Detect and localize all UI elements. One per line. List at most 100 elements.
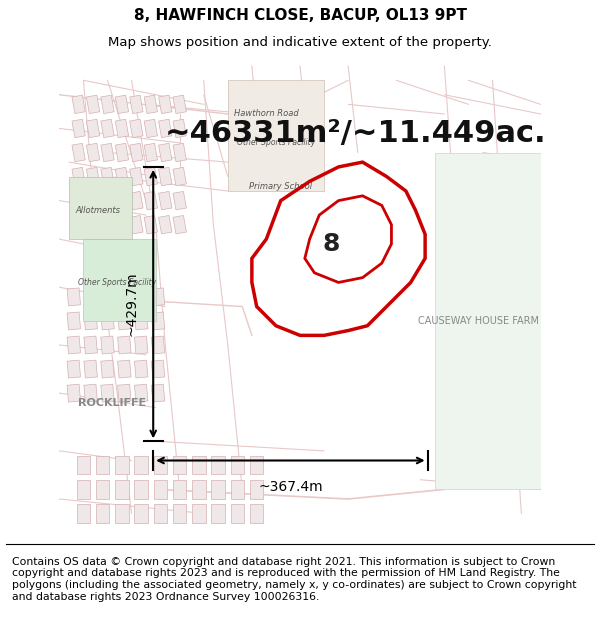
Bar xyxy=(101,95,114,114)
Bar xyxy=(67,336,80,354)
Text: Allotments: Allotments xyxy=(76,206,121,215)
Bar xyxy=(72,191,85,210)
Bar xyxy=(130,143,143,162)
Bar xyxy=(151,360,165,378)
Bar xyxy=(173,95,187,114)
Bar xyxy=(101,384,114,402)
Bar xyxy=(96,504,109,522)
Bar xyxy=(158,191,172,210)
Bar xyxy=(96,480,109,499)
Bar xyxy=(67,384,80,402)
Bar xyxy=(101,288,114,306)
Bar xyxy=(86,143,100,162)
Bar xyxy=(144,143,157,162)
Bar xyxy=(77,456,90,474)
Bar xyxy=(77,504,90,522)
Bar xyxy=(173,168,187,186)
Bar xyxy=(118,288,131,306)
Bar xyxy=(144,191,157,210)
Bar xyxy=(84,312,97,330)
Bar xyxy=(134,360,148,378)
Bar xyxy=(250,480,263,499)
Bar xyxy=(173,480,187,499)
Bar xyxy=(67,312,80,330)
Bar xyxy=(115,168,128,186)
Bar xyxy=(173,191,187,210)
Bar xyxy=(134,384,148,402)
Bar xyxy=(158,168,172,186)
Bar xyxy=(130,168,143,186)
Bar xyxy=(84,336,97,354)
Bar xyxy=(101,168,114,186)
Polygon shape xyxy=(228,80,324,191)
Text: ROCKLIFFE: ROCKLIFFE xyxy=(78,398,146,408)
Bar xyxy=(154,456,167,474)
Bar xyxy=(151,312,165,330)
Bar xyxy=(118,312,131,330)
Bar xyxy=(115,191,128,210)
Bar xyxy=(134,336,148,354)
Bar xyxy=(154,504,167,522)
Bar xyxy=(101,336,114,354)
Bar xyxy=(173,456,187,474)
Bar xyxy=(144,119,157,138)
Polygon shape xyxy=(435,152,541,489)
Bar xyxy=(72,95,85,114)
Bar xyxy=(101,143,114,162)
Bar xyxy=(134,312,148,330)
Text: CAUSEWAY HOUSE FARM: CAUSEWAY HOUSE FARM xyxy=(418,316,539,326)
Bar xyxy=(250,504,263,522)
Bar xyxy=(134,480,148,499)
Text: ~429.7m: ~429.7m xyxy=(125,272,139,336)
Bar xyxy=(192,456,206,474)
Text: 8, HAWFINCH CLOSE, BACUP, OL13 9PT: 8, HAWFINCH CLOSE, BACUP, OL13 9PT xyxy=(133,8,467,23)
Text: ~46331m²/~11.449ac.: ~46331m²/~11.449ac. xyxy=(165,119,547,148)
Bar xyxy=(158,95,172,114)
Text: ~367.4m: ~367.4m xyxy=(258,480,323,494)
Bar xyxy=(101,119,114,138)
Text: Other Sports Facility: Other Sports Facility xyxy=(78,278,156,287)
Bar xyxy=(134,288,148,306)
Bar xyxy=(101,360,114,378)
Bar xyxy=(115,456,128,474)
Bar xyxy=(130,191,143,210)
Bar xyxy=(86,168,100,186)
Bar xyxy=(101,191,114,210)
Bar xyxy=(77,480,90,499)
Text: Contains OS data © Crown copyright and database right 2021. This information is : Contains OS data © Crown copyright and d… xyxy=(12,557,577,601)
Bar xyxy=(115,480,128,499)
Bar xyxy=(130,216,143,234)
Text: 8: 8 xyxy=(323,232,340,256)
Bar xyxy=(118,360,131,378)
Bar xyxy=(211,480,225,499)
Bar xyxy=(86,119,100,138)
Bar xyxy=(84,360,97,378)
Bar xyxy=(118,336,131,354)
Bar xyxy=(72,216,85,234)
Bar xyxy=(230,456,244,474)
Bar xyxy=(192,504,206,522)
Bar xyxy=(118,384,131,402)
Bar xyxy=(250,456,263,474)
Bar xyxy=(72,119,85,138)
Bar xyxy=(144,168,157,186)
Bar xyxy=(173,216,187,234)
Bar xyxy=(230,480,244,499)
Bar xyxy=(192,480,206,499)
Bar xyxy=(151,336,165,354)
Text: Other Sports Facility: Other Sports Facility xyxy=(237,138,315,148)
Bar xyxy=(86,191,100,210)
Bar xyxy=(173,143,187,162)
Bar xyxy=(115,119,128,138)
Bar xyxy=(72,143,85,162)
Polygon shape xyxy=(83,239,155,321)
Bar xyxy=(130,119,143,138)
Bar xyxy=(158,216,172,234)
Bar xyxy=(173,119,187,138)
Text: Primary School: Primary School xyxy=(249,182,313,191)
Bar xyxy=(151,288,165,306)
Bar xyxy=(86,95,100,114)
Bar xyxy=(84,288,97,306)
Bar xyxy=(101,216,114,234)
Bar xyxy=(144,95,157,114)
